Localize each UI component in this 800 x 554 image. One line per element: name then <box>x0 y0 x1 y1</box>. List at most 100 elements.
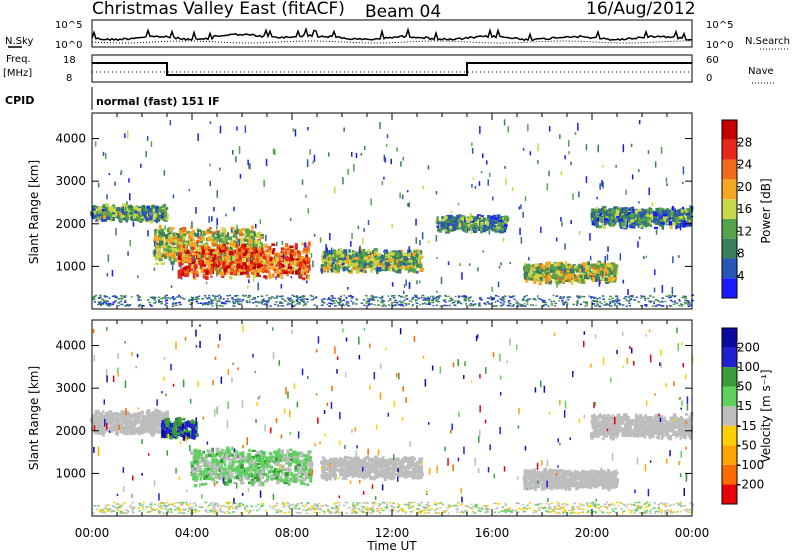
scatter-cell <box>598 279 601 287</box>
scatter-cell <box>674 301 676 304</box>
scatter-cell <box>123 296 127 298</box>
scatter-cell <box>384 157 386 163</box>
scatter-cell <box>125 203 129 208</box>
scatter-cell <box>648 300 650 303</box>
scatter-cell <box>436 296 439 298</box>
scatter-cell <box>289 218 292 221</box>
scatter-cell <box>541 271 545 274</box>
scatter-cell <box>117 298 121 300</box>
scatter-cell <box>637 301 641 303</box>
scatter-cell <box>333 302 336 304</box>
scatter-cell <box>379 260 383 263</box>
scatter-cell <box>487 302 491 305</box>
scatter-cell <box>659 304 662 307</box>
scatter-cell <box>226 252 229 256</box>
scatter-cell <box>250 225 254 230</box>
scatter-cell <box>198 259 203 265</box>
scatter-cell <box>208 227 212 230</box>
scatter-cell <box>540 226 542 233</box>
scatter-cell <box>464 300 467 302</box>
scatter-cell <box>295 295 298 297</box>
scatter-cell <box>447 261 450 266</box>
scatter-cell <box>580 278 585 283</box>
scatter-cell <box>546 183 549 191</box>
scatter-cell <box>623 214 627 218</box>
scatter-cell <box>203 269 207 273</box>
scatter-cell <box>301 242 304 246</box>
scatter-cell <box>197 235 201 240</box>
scatter-cell <box>453 300 457 303</box>
scatter-cell <box>517 303 521 305</box>
scatter-cell <box>679 220 683 224</box>
scatter-cell <box>460 220 463 224</box>
scatter-cell <box>609 212 613 215</box>
scatter-cell <box>241 228 246 231</box>
scatter-cell <box>151 296 154 298</box>
scatter-cell <box>448 304 451 307</box>
scatter-cell <box>598 305 601 308</box>
scatter-cell <box>203 295 206 297</box>
scatter-cell <box>640 222 644 227</box>
scatter-cell <box>352 301 355 304</box>
scatter-cell <box>225 241 229 245</box>
scatter-cell <box>478 215 482 219</box>
scatter-cell <box>164 304 167 306</box>
scatter-cell <box>230 259 234 264</box>
scatter-cell <box>167 228 170 233</box>
scatter-cell <box>224 302 227 305</box>
scatter-cell <box>576 304 578 306</box>
scatter-cell <box>156 243 161 247</box>
scatter-cell <box>689 304 692 306</box>
scatter-cell <box>246 232 250 237</box>
scatter-cell <box>470 296 472 298</box>
scatter-cell <box>626 212 630 217</box>
scatter-cell <box>639 297 642 299</box>
scatter-cell <box>328 305 331 307</box>
scatter-cell <box>226 265 231 269</box>
scatter-cell <box>265 304 269 306</box>
scatter-cell <box>259 264 263 267</box>
scatter-cell <box>618 302 621 305</box>
scatter-cell <box>196 273 199 278</box>
scatter-cell <box>287 266 293 270</box>
scatter-cell <box>602 164 604 168</box>
scatter-cell <box>127 215 131 218</box>
scatter-cell <box>496 214 501 220</box>
scatter-cell <box>266 260 269 264</box>
scatter-cell <box>175 234 178 239</box>
scatter-cell <box>581 262 586 266</box>
scatter-cell <box>681 296 684 299</box>
scatter-cell <box>548 170 550 177</box>
scatter-cell <box>398 267 403 270</box>
scatter-cell <box>175 241 181 245</box>
scatter-cell <box>490 222 493 228</box>
scatter-cell <box>155 218 158 224</box>
scatter-cell <box>612 300 615 302</box>
scatter-cell <box>461 215 466 218</box>
scatter-cell <box>202 275 207 279</box>
scatter-cell <box>279 301 282 303</box>
scatter-cell <box>106 304 109 307</box>
scatter-cell <box>262 255 266 260</box>
scatter-cell <box>661 210 665 214</box>
scatter-cell <box>515 302 519 305</box>
scatter-cell <box>130 296 133 298</box>
scatter-cell <box>251 255 256 260</box>
scatter-cell <box>413 250 418 253</box>
scatter-cell <box>130 205 134 210</box>
scatter-cell <box>100 298 104 301</box>
scatter-cell <box>691 294 694 297</box>
scatter-cell <box>299 296 302 298</box>
scatter-cell <box>220 246 225 250</box>
scatter-cell <box>638 201 640 204</box>
scatter-cell <box>368 304 371 306</box>
scatter-cell <box>150 305 153 307</box>
scatter-cell <box>206 255 210 258</box>
scatter-cell <box>341 257 344 261</box>
scatter-cell <box>188 300 191 302</box>
scatter-cell <box>520 305 523 307</box>
scatter-cell <box>608 208 613 212</box>
scatter-cell <box>553 305 556 307</box>
scatter-cell <box>290 276 293 279</box>
